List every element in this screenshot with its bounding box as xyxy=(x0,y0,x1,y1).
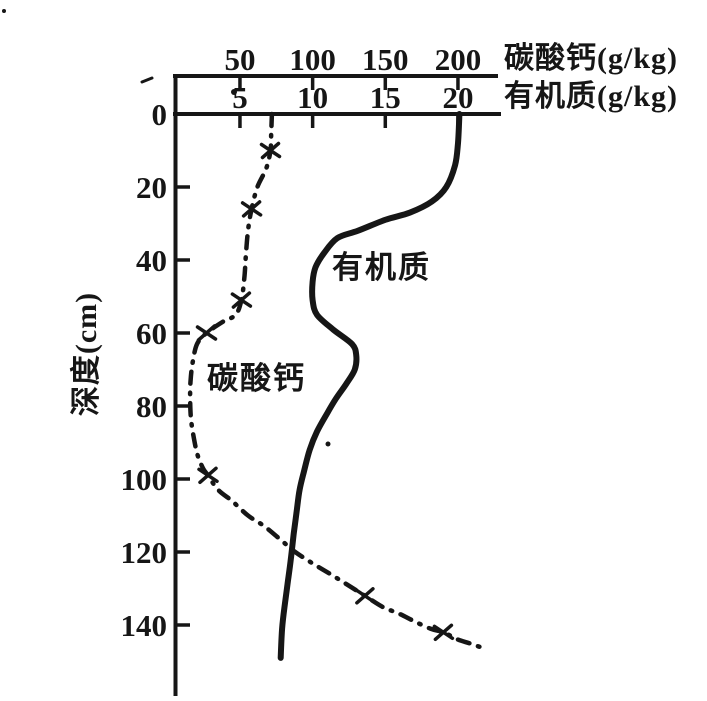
print-artifact-dot-2 xyxy=(325,441,331,447)
organic-tick-label-10: 10 xyxy=(297,80,328,115)
depth-axis-title: 深度(cm) xyxy=(70,292,103,416)
depth-tick-label-40: 40 xyxy=(136,243,167,278)
caco3-tick-label-200: 200 xyxy=(435,42,482,77)
caco3-tick-label-50: 50 xyxy=(224,42,255,77)
organic-axis-ticks: 5 10 15 20 xyxy=(232,80,473,128)
organic-curve xyxy=(277,111,463,661)
depth-tick-label-140: 140 xyxy=(121,608,168,643)
caco3-tick-label-150: 150 xyxy=(362,42,409,77)
print-artifact-dot-1 xyxy=(231,89,237,95)
caco3-marker-x-3 xyxy=(195,324,218,342)
caco3-marker-x-2 xyxy=(230,291,253,309)
depth-tick-label-0: 0 xyxy=(152,97,168,132)
caco3-curve-markers xyxy=(195,141,455,642)
print-artifact-dash xyxy=(140,76,154,84)
caco3-tick-label-100: 100 xyxy=(289,42,336,77)
organic-curve-label: 有机质 xyxy=(332,250,431,285)
depth-tick-label-120: 120 xyxy=(121,535,168,570)
caco3-curve-label: 碳酸钙 xyxy=(207,361,306,396)
curves xyxy=(187,111,483,661)
organic-tick-label-5: 5 xyxy=(232,80,248,115)
depth-tick-label-60: 60 xyxy=(136,316,167,351)
depth-tick-label-20: 20 xyxy=(136,170,167,205)
print-artifact-dot-3 xyxy=(2,9,6,13)
depth-tick-label-100: 100 xyxy=(121,462,168,497)
organic-tick-label-20: 20 xyxy=(442,80,473,115)
caco3-curve xyxy=(187,111,483,650)
caco3-axis-title: 碳酸钙(g/kg) xyxy=(504,42,678,75)
caco3-marker-x-0 xyxy=(259,141,282,160)
organic-tick-label-15: 15 xyxy=(370,80,401,115)
caco3-marker-x-5 xyxy=(354,587,376,605)
depth-axis-ticks: 0 20 40 60 80 100 120 140 xyxy=(121,97,190,643)
caco3-axis-ticks: 50 100 150 200 xyxy=(224,42,481,90)
organic-axis-title: 有机质(g/kg) xyxy=(504,80,678,113)
caco3-marker-x-1 xyxy=(240,200,263,218)
depth-tick-label-80: 80 xyxy=(136,389,167,424)
caco3-marker-x-4 xyxy=(197,466,219,485)
caco3-marker-x-6 xyxy=(432,623,455,642)
